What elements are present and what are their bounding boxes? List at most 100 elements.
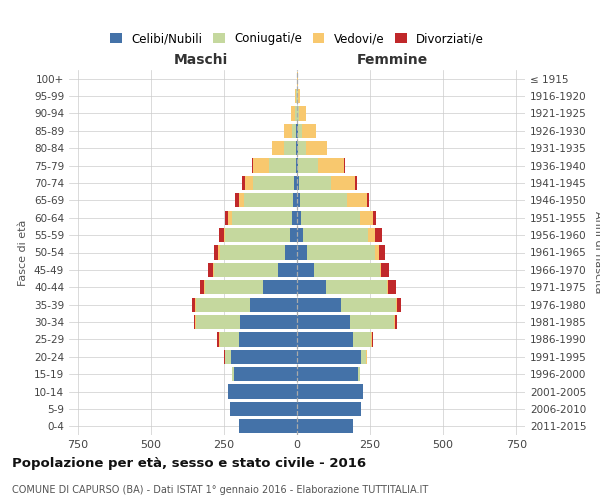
Bar	[290, 228, 297, 242]
Y-axis label: Fasce di età: Fasce di età	[19, 220, 28, 286]
Bar	[195, 315, 196, 329]
Bar	[220, 246, 286, 260]
Bar	[300, 193, 347, 208]
Bar	[292, 210, 297, 225]
Bar	[250, 298, 297, 312]
Bar	[231, 350, 297, 364]
Bar	[284, 124, 292, 138]
Text: Popolazione per età, sesso e stato civile - 2016: Popolazione per età, sesso e stato civil…	[12, 458, 366, 470]
Bar	[245, 176, 253, 190]
Bar	[298, 89, 300, 103]
Bar	[204, 280, 205, 294]
Y-axis label: Anni di nascita: Anni di nascita	[593, 211, 600, 294]
Bar	[225, 210, 229, 225]
Bar	[208, 263, 213, 277]
Bar	[367, 193, 369, 208]
Bar	[278, 263, 297, 277]
Bar	[353, 332, 371, 346]
Bar	[297, 193, 300, 208]
Bar	[244, 193, 293, 208]
Bar	[299, 106, 306, 120]
Bar	[306, 141, 327, 156]
Bar	[372, 332, 373, 346]
Bar	[297, 106, 299, 120]
Bar	[240, 315, 297, 329]
Bar	[200, 280, 204, 294]
Bar	[297, 176, 299, 190]
Bar	[302, 124, 316, 138]
Bar	[296, 89, 297, 103]
Bar	[331, 176, 355, 190]
Bar	[192, 298, 195, 312]
Bar	[380, 263, 382, 277]
Bar	[229, 210, 232, 225]
Bar	[361, 350, 366, 364]
Bar	[272, 141, 284, 156]
Bar	[303, 228, 368, 242]
Bar	[242, 176, 245, 190]
Bar	[359, 210, 373, 225]
Bar	[294, 176, 297, 190]
Bar	[297, 384, 363, 398]
Bar	[226, 350, 231, 364]
Bar	[293, 193, 297, 208]
Bar	[297, 350, 361, 364]
Bar	[239, 419, 297, 434]
Bar	[371, 332, 372, 346]
Bar	[297, 89, 298, 103]
Bar	[297, 158, 298, 172]
Bar	[284, 141, 296, 156]
Text: Maschi: Maschi	[174, 52, 229, 66]
Bar	[226, 228, 290, 242]
Bar	[295, 89, 296, 103]
Bar	[296, 141, 297, 156]
Bar	[252, 158, 253, 172]
Bar	[224, 228, 226, 242]
Bar	[373, 210, 376, 225]
Bar	[368, 228, 375, 242]
Bar	[224, 350, 225, 364]
Bar	[301, 210, 359, 225]
Bar	[297, 210, 301, 225]
Bar	[297, 246, 307, 260]
Bar	[292, 124, 296, 138]
Bar	[297, 332, 353, 346]
Bar	[194, 315, 195, 329]
Bar	[347, 193, 367, 208]
Bar	[196, 298, 250, 312]
Bar	[217, 332, 218, 346]
Bar	[350, 315, 394, 329]
Bar	[234, 367, 297, 382]
Bar	[253, 176, 294, 190]
Bar	[297, 419, 353, 434]
Bar	[379, 246, 385, 260]
Bar	[395, 315, 397, 329]
Bar	[397, 298, 401, 312]
Bar	[297, 367, 358, 382]
Bar	[297, 280, 326, 294]
Bar	[205, 280, 263, 294]
Bar	[387, 280, 388, 294]
Bar	[314, 263, 380, 277]
Bar	[239, 332, 297, 346]
Bar	[375, 228, 382, 242]
Bar	[214, 246, 218, 260]
Bar	[286, 246, 297, 260]
Bar	[229, 384, 297, 398]
Bar	[298, 141, 306, 156]
Legend: Celibi/Nubili, Coniugati/e, Vedovi/e, Divorziati/e: Celibi/Nubili, Coniugati/e, Vedovi/e, Di…	[110, 32, 484, 45]
Bar	[297, 228, 303, 242]
Bar	[291, 106, 295, 120]
Bar	[388, 280, 397, 294]
Bar	[196, 315, 240, 329]
Bar	[297, 263, 314, 277]
Bar	[355, 176, 356, 190]
Bar	[307, 246, 375, 260]
Bar	[295, 106, 297, 120]
Bar	[299, 176, 331, 190]
Bar	[318, 158, 344, 172]
Bar	[358, 367, 360, 382]
Bar	[297, 315, 350, 329]
Text: COMUNE DI CAPURSO (BA) - Dati ISTAT 1° gennaio 2016 - Elaborazione TUTTITALIA.IT: COMUNE DI CAPURSO (BA) - Dati ISTAT 1° g…	[12, 485, 428, 495]
Bar	[382, 263, 389, 277]
